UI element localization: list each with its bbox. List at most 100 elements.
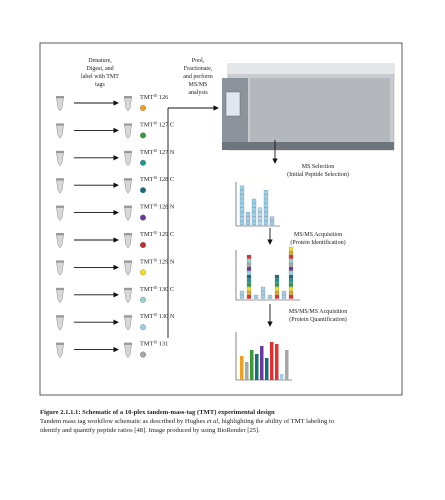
peak-block bbox=[246, 274, 252, 279]
tube bbox=[124, 123, 132, 139]
peak-block bbox=[257, 212, 263, 217]
peak-block bbox=[239, 185, 245, 190]
tmt-prefix: TMT bbox=[140, 176, 153, 183]
peak-block bbox=[263, 207, 269, 212]
tube bbox=[124, 233, 132, 249]
tube-cap bbox=[56, 233, 64, 235]
tube-body bbox=[124, 344, 132, 359]
tmt-superscript: 10 bbox=[153, 230, 157, 235]
tmt-label: TMT10 127 N bbox=[140, 148, 175, 156]
peak-block bbox=[239, 194, 245, 199]
reporter-bar bbox=[285, 350, 289, 380]
peak-block bbox=[251, 207, 257, 212]
step-label: Fractionate, bbox=[184, 66, 213, 72]
tmt-tag: 131 bbox=[159, 341, 168, 348]
tmt-label: TMT10 130 N bbox=[140, 312, 175, 320]
peak-block bbox=[263, 212, 269, 217]
caption-text: , highlighting the ability of TMT labeli… bbox=[218, 418, 335, 425]
peak-block bbox=[260, 290, 266, 295]
peak-block bbox=[239, 294, 245, 299]
tube-body bbox=[56, 207, 64, 222]
tmt-tag: 129 C bbox=[159, 231, 174, 238]
peak-block bbox=[288, 274, 294, 279]
tmt-label: TMT10 128 N bbox=[140, 203, 175, 211]
peak-block bbox=[239, 216, 245, 221]
tube-cap bbox=[124, 178, 132, 181]
tmt-superscript: 10 bbox=[153, 257, 157, 262]
tube-body bbox=[56, 316, 64, 331]
peak-block bbox=[288, 262, 294, 267]
tube-body bbox=[124, 207, 132, 222]
ms-step-subtitle: (Initial Peptide Selection) bbox=[287, 171, 349, 178]
tube-cap bbox=[56, 150, 64, 153]
step-label: label with TMT bbox=[81, 74, 119, 80]
tube-cap bbox=[124, 342, 132, 345]
tube bbox=[124, 150, 132, 167]
peak-block bbox=[246, 270, 252, 275]
tube-body bbox=[56, 344, 64, 359]
tmt-superscript: 10 bbox=[153, 175, 157, 180]
caption-title: Figure 2.1.1.1: Schematic of a 10-plex t… bbox=[40, 409, 275, 416]
reporter-bar bbox=[280, 374, 284, 380]
tmt-prefix: TMT bbox=[140, 121, 153, 128]
tube-body bbox=[124, 152, 132, 167]
peak-block bbox=[274, 290, 280, 295]
tmt-tag: 127 C bbox=[159, 121, 174, 128]
tag-dot bbox=[140, 242, 146, 248]
step-label: tags bbox=[95, 82, 105, 88]
tmt-prefix: TMT bbox=[140, 204, 153, 211]
peak-block bbox=[288, 278, 294, 283]
peak-block bbox=[239, 198, 245, 204]
tag-dot bbox=[140, 324, 146, 331]
peak-block bbox=[269, 216, 275, 221]
tmt-label: TMT10 128 C bbox=[140, 175, 174, 183]
peak-block bbox=[260, 286, 266, 291]
tube-cap bbox=[124, 205, 132, 208]
tube-cap bbox=[56, 287, 64, 290]
peak-block bbox=[245, 216, 251, 221]
peak-block bbox=[288, 286, 294, 291]
tmt-tag: 126 bbox=[159, 94, 168, 101]
ms-step-subtitle: (Protein Identification) bbox=[290, 239, 345, 246]
tube-cap bbox=[56, 342, 64, 345]
tube-cap bbox=[56, 205, 64, 208]
peak-block bbox=[274, 274, 280, 279]
peak-block bbox=[251, 220, 257, 226]
tube bbox=[56, 233, 64, 249]
tmt-superscript: 10 bbox=[153, 203, 157, 208]
tmt-label: TMT10 131 bbox=[140, 340, 168, 348]
reporter-bar bbox=[240, 356, 244, 380]
peak-block bbox=[263, 216, 269, 221]
tube-cap bbox=[124, 150, 132, 153]
peak-block bbox=[245, 212, 251, 217]
peak-block bbox=[281, 294, 287, 299]
peak-block bbox=[251, 203, 257, 208]
peak-block bbox=[251, 216, 257, 221]
tmt-superscript: 10 bbox=[153, 93, 157, 98]
tmt-superscript: 10 bbox=[153, 148, 157, 153]
tmt-prefix: TMT bbox=[140, 94, 153, 101]
tube bbox=[56, 205, 64, 222]
tmt-label: TMT10 126 bbox=[140, 93, 168, 101]
peak-block bbox=[274, 278, 280, 283]
tmt-prefix: TMT bbox=[140, 313, 153, 320]
tmt-prefix: TMT bbox=[140, 231, 153, 238]
tube bbox=[56, 287, 64, 304]
tmt-prefix: TMT bbox=[140, 149, 153, 156]
spectra-illustrations bbox=[235, 182, 300, 381]
peak-block bbox=[239, 220, 245, 226]
tube-cap bbox=[124, 260, 132, 263]
peak-block bbox=[260, 294, 266, 299]
peak-block bbox=[253, 294, 259, 299]
peak-block bbox=[269, 220, 275, 226]
peak-block bbox=[288, 254, 294, 259]
step-label: Denature, bbox=[88, 58, 112, 64]
peak-block bbox=[257, 216, 263, 221]
ms-step-subtitle: (Protein Quantification) bbox=[289, 316, 346, 323]
peak-block bbox=[251, 212, 257, 217]
caption-text: Tandem mass tag workflow schematic as de… bbox=[40, 418, 207, 425]
tmt-tag: 130 C bbox=[159, 286, 174, 293]
tube-cap bbox=[56, 315, 64, 318]
tube bbox=[124, 96, 132, 112]
caption-italic: et al bbox=[207, 418, 219, 425]
